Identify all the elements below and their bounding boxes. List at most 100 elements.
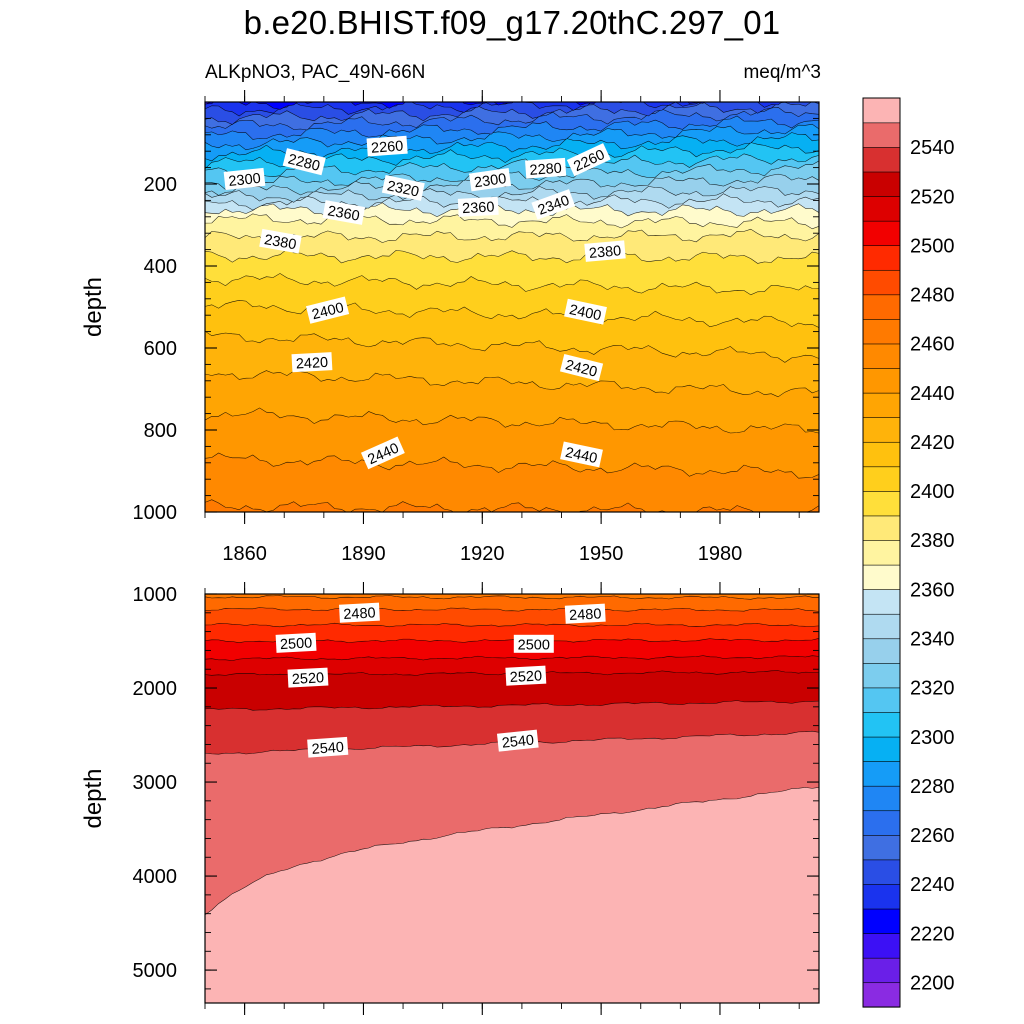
contour-line-2390 [205, 248, 819, 264]
contour-label-text: 2420 [295, 355, 328, 373]
contour-band-2240 [205, 102, 782, 116]
colorbar-swatch [862, 957, 901, 984]
contour-label-text: 2300 [473, 171, 507, 191]
contour-label-2280: 2280 [282, 148, 326, 176]
contour-line-2420 [205, 330, 819, 363]
contour-label-text: 2300 [228, 171, 262, 190]
colorbar-swatch [862, 97, 901, 124]
contour-label-box [566, 143, 611, 177]
colorbar-swatch [862, 982, 901, 1008]
contour-line-2280 [205, 123, 819, 151]
contour-line-2430 [205, 370, 819, 398]
contour-line-2210 [205, 82, 819, 97]
contour-label-box [584, 240, 626, 262]
colorbar-swatch [862, 810, 901, 836]
contour-label-box [287, 667, 329, 688]
contour-line-2550 [205, 787, 819, 916]
colorbar-swatch [862, 171, 901, 197]
contour-line-2240 [205, 102, 799, 117]
colorbar-swatch [862, 515, 901, 541]
contour-label-text: 2320 [386, 178, 421, 200]
y-tick-label: 5000 [133, 960, 178, 982]
colorbar-tick-label: 2340 [910, 629, 955, 651]
contour-label-text: 2480 [343, 605, 376, 623]
contour-label-2480: 2480 [339, 602, 380, 623]
contour-label-box [505, 665, 547, 686]
contour-label-2280: 2280 [525, 157, 567, 179]
contour-label-box [531, 189, 576, 220]
contour-line-2380 [205, 228, 819, 244]
contour-line-2480 [205, 607, 819, 612]
contour-band-2470 [205, 594, 819, 600]
contour-band-2230 [205, 102, 705, 110]
contour-line-2530 [205, 700, 819, 711]
contour-label-text: 2520 [509, 668, 542, 686]
contour-label-2300: 2300 [223, 167, 266, 190]
colorbar-tick-label: 2540 [910, 137, 955, 159]
contour-line-2340 [205, 185, 819, 203]
y-tick-label: 800 [144, 420, 177, 442]
colorbar-swatch [862, 294, 901, 320]
colorbar-swatch [862, 269, 901, 296]
y-tick-label: 4000 [133, 866, 178, 888]
contour-label-text: 2400 [568, 302, 603, 324]
y-axis-label: depth [80, 768, 107, 828]
contour-label-box [559, 353, 604, 382]
y-tick-label: 400 [144, 256, 177, 278]
contour-label-2300: 2300 [469, 168, 512, 192]
contour-label-text: 2280 [529, 161, 562, 179]
colorbar-tick-label: 2520 [910, 186, 955, 208]
colorbar-tick-label: 2300 [910, 727, 955, 749]
colorbar-tick-label: 2400 [910, 481, 955, 503]
colorbar-tick-label: 2360 [910, 579, 955, 601]
contour-label-2520: 2520 [287, 667, 329, 688]
contour-line-2400 [205, 273, 819, 296]
colorbar-tick-label: 2220 [910, 923, 955, 945]
contour-label-2440: 2440 [560, 441, 603, 468]
x-tick-label: 1950 [579, 543, 624, 565]
contour-label-2540: 2540 [496, 729, 539, 752]
contour-label-2400: 2400 [305, 296, 350, 324]
colorbar-swatch [862, 367, 901, 394]
contour-label-text: 2480 [569, 606, 602, 624]
colorbar-tick-label: 2260 [910, 825, 955, 847]
contour-line-2490 [205, 622, 819, 628]
axes: 200 400 600 800 1000 1860 1890 1920 1950 1980 dept… [80, 90, 820, 1015]
colorbar-swatch [862, 589, 901, 615]
contour-line-2510 [205, 655, 819, 661]
y-tick-label: 2000 [133, 678, 178, 700]
upper-panel-fills [205, 82, 819, 512]
colorbar-tick-label: 2500 [910, 235, 955, 257]
contour-label-text: 2380 [588, 243, 622, 262]
contour-label-2540: 2540 [307, 736, 349, 758]
contour-line-2460 [205, 499, 819, 512]
panel-frame [204, 593, 820, 1004]
x-tick-label: 1920 [460, 543, 505, 565]
colorbar-swatch [862, 318, 901, 345]
colorbar-swatch [862, 761, 901, 787]
contour-label-box [223, 167, 266, 190]
colorbar-swatch [862, 785, 901, 812]
contour-label-text: 2380 [263, 232, 298, 253]
contour-label-box [381, 174, 425, 201]
colorbar-swatch [862, 417, 901, 443]
lower-panel-fills [205, 594, 819, 1003]
colorbar-swatch [862, 122, 901, 148]
y-axis-label: depth [80, 277, 107, 337]
contour-line-2330 [205, 173, 819, 196]
contour-label-text: 2400 [310, 300, 345, 323]
y-tick-label: 1000 [133, 584, 178, 606]
units-label: meq/m^3 [743, 62, 821, 83]
colorbar-swatch [862, 490, 901, 517]
contour-label-box [496, 729, 539, 752]
x-tick-label: 1890 [341, 543, 386, 565]
contour-label-box [469, 168, 512, 192]
contour-label-box [305, 296, 350, 324]
contour-label-2260: 2260 [366, 135, 408, 157]
contour-line-2440 [205, 407, 819, 434]
colorbar-swatch [862, 883, 901, 910]
colorbar-swatch [862, 834, 901, 861]
colorbar-frame [862, 97, 901, 1008]
colorbar-swatch [862, 539, 901, 566]
contour-label-text: 2260 [371, 138, 404, 156]
